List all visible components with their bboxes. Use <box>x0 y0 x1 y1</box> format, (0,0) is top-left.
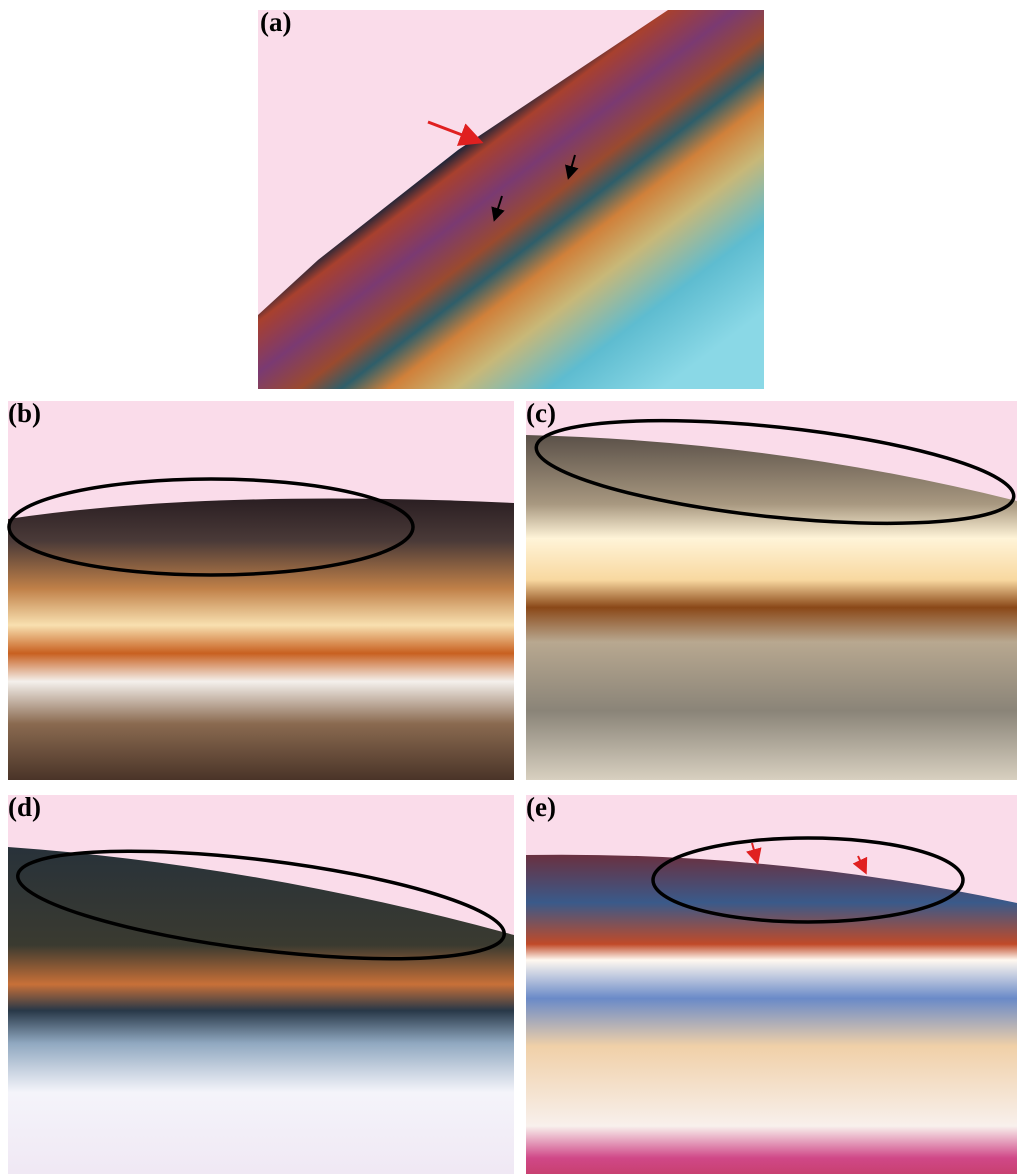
page: {"panels": [{"label": "(a)"}, {"label": … <box>0 0 1017 1174</box>
panel-label: (e) <box>526 792 556 822</box>
panel-b: (b) <box>8 398 514 780</box>
panel-label: (a) <box>260 7 291 37</box>
panel-label: (b) <box>8 398 41 428</box>
panel-a: (a) <box>258 7 764 389</box>
panel-d: (d) <box>8 792 514 1174</box>
panel-label: (d) <box>8 792 41 822</box>
figure: (a) (b) (c) (d) (e) <box>0 0 1017 1174</box>
panel-label: (c) <box>526 398 556 428</box>
panel-c: (c) <box>526 398 1017 780</box>
panel-e: (e) <box>526 792 1017 1174</box>
